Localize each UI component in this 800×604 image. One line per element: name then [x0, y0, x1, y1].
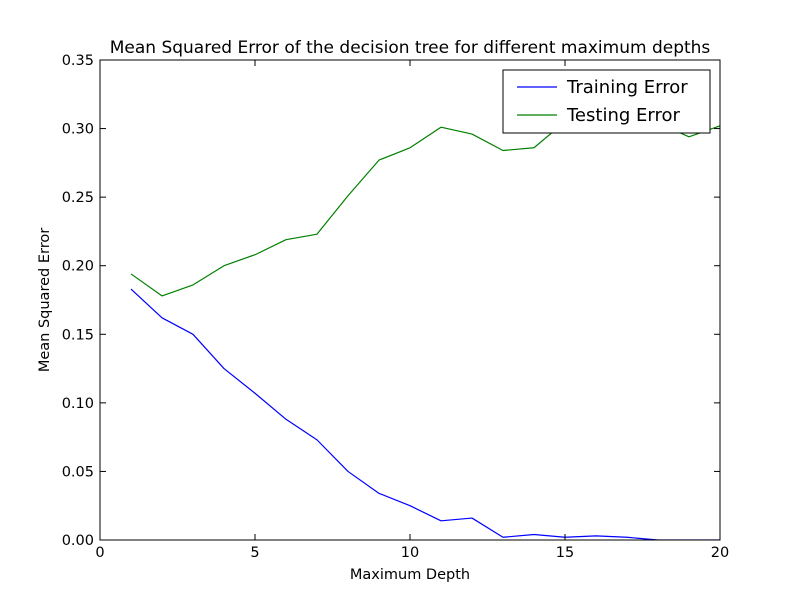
- y-tick-label: 0.10: [62, 396, 94, 412]
- legend-label: Testing Error: [566, 105, 680, 126]
- y-tick-label: 0.00: [62, 533, 94, 549]
- y-tick-label: 0.35: [62, 53, 94, 69]
- series-line-training-error: [130, 288, 720, 540]
- x-tick-label: 20: [711, 545, 729, 561]
- y-tick-label: 0.25: [62, 190, 94, 206]
- y-axis-label: Mean Squared Error: [37, 228, 53, 372]
- legend-label: Training Error: [566, 77, 688, 98]
- x-tick-label: 5: [250, 545, 259, 561]
- x-tick-label: 10: [401, 545, 419, 561]
- y-tick-label: 0.20: [62, 259, 94, 275]
- y-tick-label: 0.05: [62, 464, 94, 480]
- chart-title: Mean Squared Error of the decision tree …: [110, 38, 711, 58]
- y-tick-label: 0.30: [62, 122, 94, 138]
- x-tick-label: 15: [556, 545, 574, 561]
- legend-box: [502, 69, 711, 134]
- x-tick-label: 0: [95, 545, 104, 561]
- y-tick-label: 0.15: [62, 327, 94, 343]
- series-line-testing-error: [130, 119, 720, 297]
- x-axis-label: Maximum Depth: [350, 567, 470, 583]
